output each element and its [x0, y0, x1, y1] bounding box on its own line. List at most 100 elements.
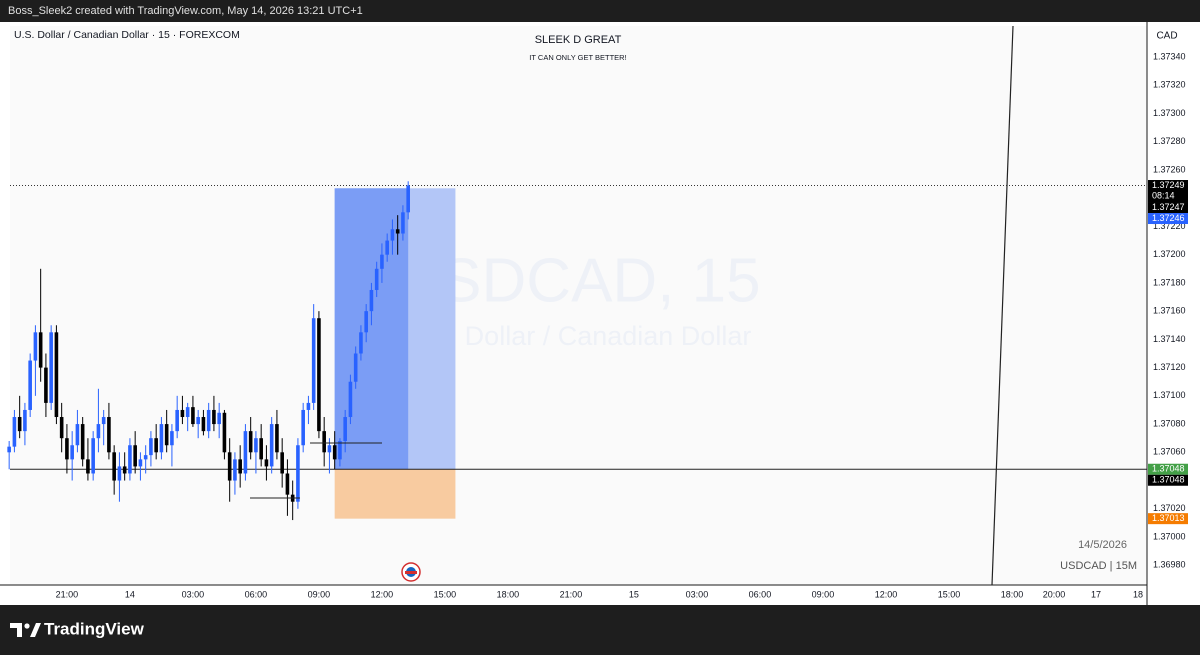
candle-body	[143, 455, 148, 460]
candle-body	[348, 381, 353, 418]
candle-body	[280, 452, 284, 474]
y-tick-label: 1.37200	[1153, 249, 1186, 259]
price-label: 1.37249	[1152, 180, 1185, 190]
x-tick-label: 21:00	[560, 589, 583, 599]
candle-body	[222, 412, 227, 453]
candle-body	[359, 332, 363, 354]
candle-body	[317, 318, 321, 432]
candle-body	[154, 438, 158, 453]
price-label: 1.37247	[1152, 202, 1185, 212]
x-tick-label: 12:00	[875, 589, 898, 599]
candle-body	[406, 185, 410, 213]
candle-body	[170, 431, 174, 446]
x-tick-label: 06:00	[245, 589, 268, 599]
date-note: 14/5/2026	[1078, 539, 1127, 551]
y-tick-label: 1.37220	[1153, 221, 1186, 231]
chart-subtitle: IT CAN ONLY GET BETTER!	[529, 53, 626, 62]
price-label-box	[1148, 513, 1188, 525]
x-tick-label: 09:00	[308, 589, 331, 599]
y-tick-label: 1.37160	[1153, 306, 1186, 316]
candle-body	[390, 229, 395, 241]
candle-body	[311, 318, 316, 403]
trend-line	[991, 25, 1014, 586]
candle-body	[364, 311, 368, 333]
plot: USDCAD, 15 U.S. Dollar / Canadian Dollar	[7, 181, 1147, 521]
y-tick-label: 1.37000	[1153, 531, 1186, 541]
candle-body	[275, 424, 279, 453]
candle-body	[54, 332, 59, 418]
event-icon	[401, 562, 421, 582]
brand-logo	[10, 623, 41, 637]
x-tick-label: 17	[1091, 589, 1101, 599]
price-label: 1.37048	[1152, 475, 1185, 485]
candle-body	[385, 240, 389, 255]
candle-body	[264, 459, 269, 467]
price-label-box	[1148, 180, 1188, 203]
candle-body	[38, 332, 43, 368]
y-tick-label: 1.37300	[1153, 108, 1186, 118]
y-tick-label: 1.37340	[1153, 51, 1186, 61]
y-tick-label: 1.37180	[1153, 277, 1186, 287]
candle-body	[243, 431, 248, 474]
x-tick-label: 12:00	[371, 589, 394, 599]
candle-body	[59, 417, 64, 439]
candle-body	[338, 441, 342, 460]
candle-body	[401, 212, 405, 234]
x-tick-label: 14	[125, 589, 135, 599]
candle-body	[12, 417, 17, 447]
y-tick-label: 1.36980	[1153, 560, 1186, 570]
candle-body	[91, 438, 95, 474]
x-tick-label: 03:00	[686, 589, 709, 599]
y-tick-label: 1.37280	[1153, 136, 1186, 146]
candle-body	[185, 407, 190, 418]
candle-body	[117, 466, 122, 481]
symbol-legend: U.S. Dollar / Canadian Dollar · 15 · FOR…	[14, 29, 240, 41]
candle-body	[149, 438, 153, 456]
x-tick-label: 15:00	[938, 589, 961, 599]
y-tick-label: 1.37100	[1153, 390, 1186, 400]
candle-body	[227, 452, 232, 481]
candle-body	[206, 409, 211, 432]
candle-body	[395, 229, 400, 234]
x-tick-label: 09:00	[812, 589, 835, 599]
candle-body	[49, 332, 53, 403]
candle-body	[296, 445, 300, 502]
stop-zone	[334, 469, 456, 519]
candle-body	[322, 431, 326, 453]
x-tick-label: 15	[629, 589, 639, 599]
chart-title: SLEEK D GREAT	[535, 34, 622, 46]
x-tick-label: 20:00	[1043, 589, 1066, 599]
y-tick-label: 1.37140	[1153, 334, 1186, 344]
candle-body	[301, 409, 305, 446]
y-tick-label: 1.37080	[1153, 418, 1186, 428]
x-tick-label: 18:00	[497, 589, 520, 599]
candle-body	[248, 431, 253, 453]
candle-body	[80, 424, 85, 460]
price-label-box	[1148, 202, 1188, 214]
candle-body	[96, 424, 101, 439]
candle-body	[7, 446, 11, 453]
candle-body	[107, 417, 111, 453]
candle-body	[285, 473, 290, 495]
y-axis-label: CAD	[1156, 31, 1177, 42]
plot-background	[10, 26, 1147, 585]
brand: TradingView	[44, 619, 145, 638]
candle-body	[353, 353, 358, 382]
candle-body	[369, 289, 374, 312]
candle-body	[238, 459, 242, 474]
timeframe-note: USDCAD | 15M	[1060, 560, 1137, 572]
watermark: USDCAD, 15	[395, 246, 760, 315]
x-tick-label: 21:00	[56, 589, 79, 599]
candle-body	[175, 409, 179, 432]
candle-body	[233, 459, 237, 481]
candle-body	[159, 424, 164, 453]
candle-body	[196, 417, 200, 425]
candle-body	[259, 438, 263, 460]
candle-body	[254, 438, 258, 453]
candle-body	[128, 445, 132, 474]
price-label-box	[1148, 474, 1188, 486]
candle-body	[212, 409, 216, 425]
candle-body	[133, 445, 137, 467]
